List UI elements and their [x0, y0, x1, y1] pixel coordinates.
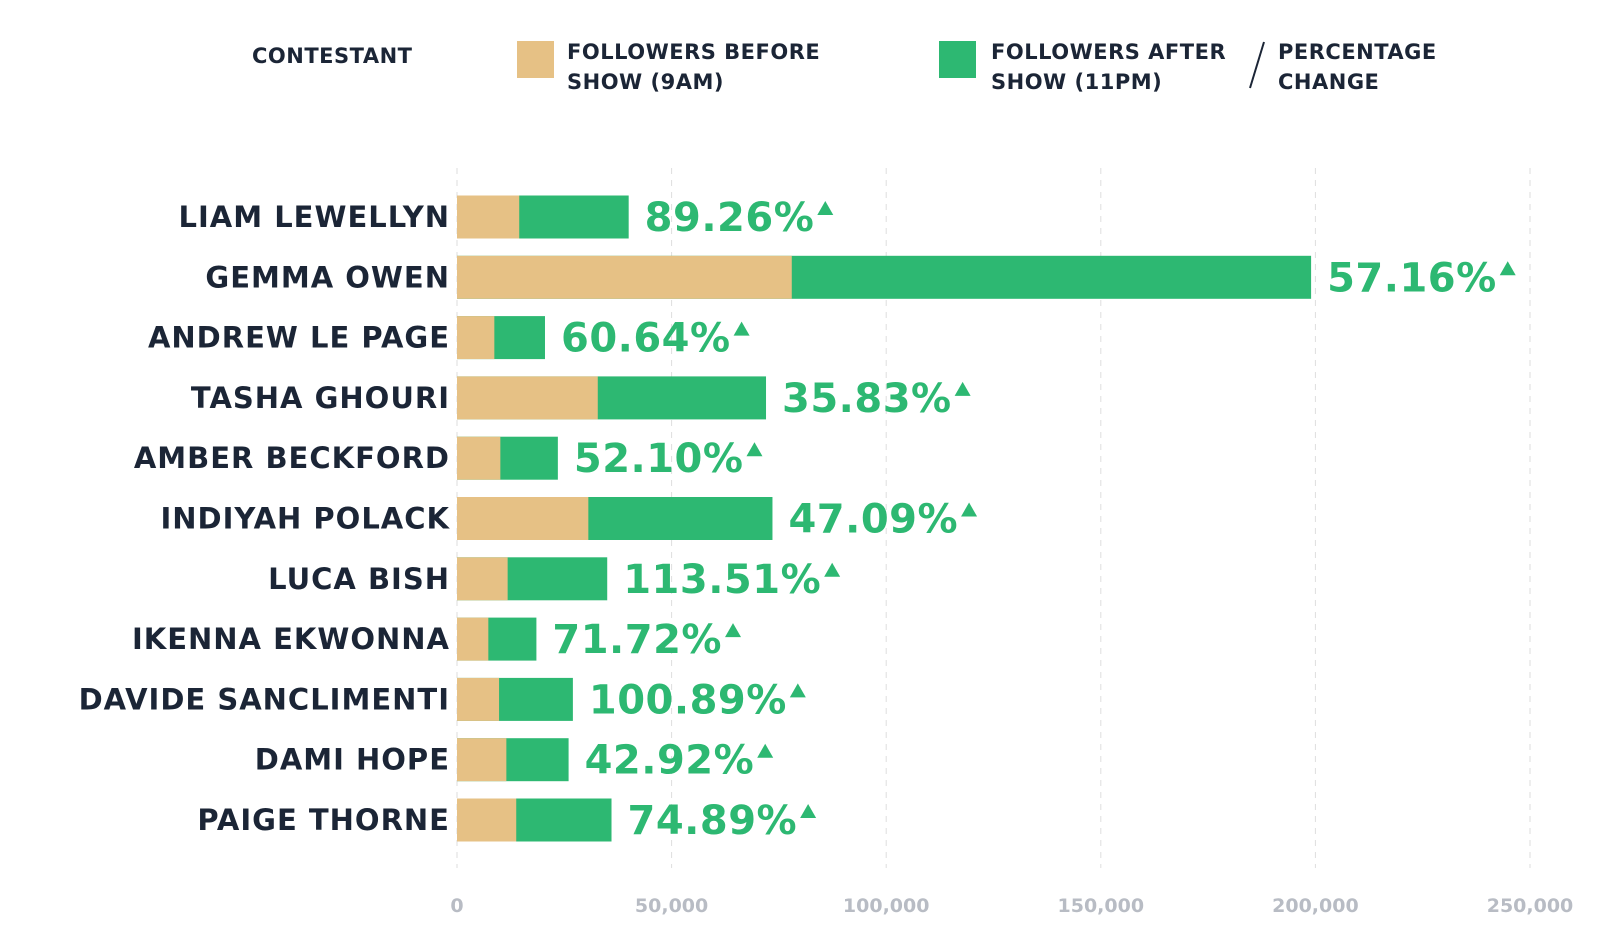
up-arrow-icon — [746, 442, 763, 457]
x-tick-label: 50,000 — [635, 895, 708, 917]
legend-divider-slash — [1249, 41, 1265, 89]
up-arrow-icon — [733, 321, 750, 336]
contestant-name-label: DAVIDE SANCLIMENTI — [79, 682, 450, 716]
percentage-change-label: 47.09% — [788, 497, 958, 543]
x-tick-label: 150,000 — [1058, 895, 1145, 917]
legend-before-swatch — [517, 41, 554, 78]
up-arrow-icon — [817, 201, 834, 215]
bars-layer — [457, 195, 1312, 842]
percentage-change-label: 89.26% — [645, 195, 815, 241]
legend-pct-line2: CHANGE — [1278, 70, 1379, 94]
up-arrow-icon — [824, 562, 841, 577]
contestant-name-label: IKENNA EKWONNA — [132, 622, 450, 656]
percentage-change-label: 100.89% — [589, 677, 787, 723]
up-arrow-icon — [757, 743, 774, 758]
up-arrow-icon — [961, 502, 978, 517]
percentage-change-label: 74.89% — [628, 798, 798, 844]
up-arrow-icon — [725, 623, 742, 638]
x-tick-label: 200,000 — [1272, 895, 1359, 917]
x-axis-ticks: 0 50,000 100,000 150,000 200,000 250,000 — [450, 895, 1573, 917]
legend-before-line1: FOLLOWERS BEFORE — [567, 40, 820, 64]
labels-layer: LIAM LEWELLYN 89.26% GEMMA OWEN 57.16% ANDRE… — [79, 195, 1516, 844]
contestant-name-label: GEMMA OWEN — [205, 260, 450, 294]
up-arrow-icon — [789, 683, 806, 698]
x-tick-label: 100,000 — [843, 895, 930, 917]
x-tick-label: 250,000 — [1487, 895, 1574, 917]
percentage-change-label: 60.64% — [561, 316, 731, 362]
percentage-change-label: 57.16% — [1327, 255, 1497, 301]
percentage-change-label: 113.51% — [623, 557, 821, 603]
legend: CONTESTANT FOLLOWERS BEFORE SHOW (9AM) F… — [252, 40, 1437, 94]
up-arrow-icon — [800, 804, 817, 818]
up-arrow-icon — [954, 381, 971, 396]
bar-followers-before — [457, 436, 501, 480]
up-arrow-icon — [1499, 261, 1516, 276]
contestant-name-label: PAIGE THORNE — [197, 803, 450, 837]
bar-followers-before — [457, 316, 495, 360]
bar-followers-before — [457, 798, 517, 842]
legend-before-line2: SHOW (9AM) — [567, 70, 724, 94]
legend-pct-line1: PERCENTAGE — [1278, 40, 1437, 64]
legend-after-line2: SHOW (11PM) — [991, 70, 1162, 94]
contestant-name-label: DAMI HOPE — [255, 743, 450, 777]
percentage-change-label: 52.10% — [574, 436, 744, 482]
x-tick-label: 0 — [450, 895, 463, 917]
contestant-name-label: TASHA GHOURI — [191, 381, 450, 415]
bar-followers-before — [457, 376, 598, 420]
bar-followers-before — [457, 497, 589, 540]
bar-followers-before — [457, 557, 508, 601]
contestant-name-label: LUCA BISH — [268, 562, 450, 596]
bar-followers-before — [457, 255, 792, 299]
legend-after-line1: FOLLOWERS AFTER — [991, 40, 1226, 64]
contestant-name-label: ANDREW LE PAGE — [148, 321, 450, 355]
bar-followers-before — [457, 617, 489, 661]
percentage-change-label: 42.92% — [585, 738, 755, 784]
bar-followers-before — [457, 677, 500, 721]
contestant-name-label: AMBER BECKFORD — [134, 441, 450, 475]
contestant-name-label: LIAM LEWELLYN — [179, 200, 450, 234]
percentage-change-label: 35.83% — [782, 376, 952, 422]
bar-followers-before — [457, 738, 507, 782]
legend-after-swatch — [939, 41, 976, 78]
bar-followers-before — [457, 195, 520, 239]
contestant-name-label: INDIYAH POLACK — [160, 502, 450, 536]
percentage-change-label: 71.72% — [552, 617, 722, 663]
legend-contestant-label: CONTESTANT — [252, 44, 413, 68]
